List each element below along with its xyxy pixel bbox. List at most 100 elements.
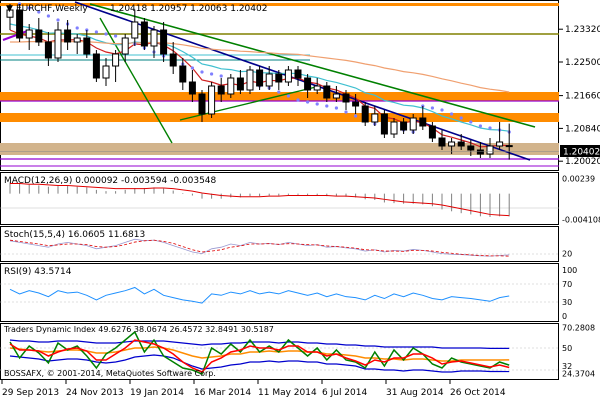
candle-body [486, 145, 494, 155]
psar-dot [430, 106, 434, 110]
price-label: 1.20840 [565, 124, 600, 134]
time-label: 11 May 2014 [258, 388, 317, 398]
chart-ohlc: 1.20418 1.20957 1.20063 1.20402 [110, 4, 267, 14]
candle-body [467, 145, 475, 151]
resistance-zone-lower [0, 113, 559, 122]
chart-symbol-icon: ▼ [6, 4, 13, 14]
candle-body [169, 53, 177, 67]
current-price-value: 1.20402 [563, 148, 600, 158]
indicator-level-label: 24.3704 [562, 370, 595, 379]
candle-body [505, 145, 513, 148]
candle-body [131, 21, 139, 39]
trendline-green-down [89, 3, 536, 128]
current-price-tag [560, 145, 600, 157]
candle-body [352, 101, 360, 107]
price-pane[interactable]: ▼ EURCHF,Weekly 1.20418 1.20957 1.20063 … [0, 0, 559, 171]
time-label: 16 Mar 2014 [194, 388, 251, 398]
psar-dot [104, 32, 108, 36]
time-label: 6 Jul 2014 [322, 388, 367, 398]
candle-body [188, 81, 196, 95]
candle-body [6, 9, 14, 18]
price-pane-frame [0, 0, 559, 171]
price-label: 1.21660 [565, 92, 600, 102]
indicator-level-label: 100 [562, 266, 577, 275]
candle-body [64, 29, 72, 43]
tdi-label: Traders Dynamic Index 49.6276 38.0674 26… [3, 325, 274, 334]
copyright-text: BOSSAFX, © 2001-2014, MetaQuotes Softwar… [4, 369, 216, 378]
indicator-level-label: 0.00239 [562, 175, 595, 184]
candlesticks [6, 4, 513, 160]
tdi-pane[interactable]: Traders Dynamic Index 49.6276 38.0674 26… [0, 323, 595, 380]
candle-body [476, 149, 484, 155]
rsi-pane[interactable]: RSI(9) 43.5714 100 70 30 0 [0, 263, 577, 322]
candle-body [227, 77, 235, 95]
candle-body [16, 9, 24, 39]
indicator-level-label: 70 [562, 280, 572, 289]
chart-symbol: EURCHF,Weekly [16, 4, 88, 14]
price-label: 1.23320 [565, 25, 600, 35]
psar-dot [114, 34, 118, 38]
candle-body [284, 69, 292, 83]
chart-header: ▼ EURCHF,Weekly 1.20418 1.20957 1.20063 … [6, 4, 267, 14]
time-label: 19 Jan 2014 [130, 388, 184, 398]
candle-body [179, 65, 187, 83]
candle-body [496, 141, 504, 147]
candle-body [102, 65, 110, 79]
psar-dot [56, 18, 60, 22]
candle-body [121, 37, 129, 55]
price-axis[interactable]: 1.23320 1.22500 1.21660 1.20840 1.20020 1.20… [559, 25, 600, 167]
stoch-pane-frame [0, 226, 559, 262]
psar-dot [459, 116, 463, 120]
candle-body [361, 105, 369, 123]
psar-dot [325, 104, 329, 108]
candle-body [208, 85, 216, 115]
time-label: 26 Oct 2014 [450, 388, 506, 398]
macd-pane[interactable]: MACD(12,26,9) 0.000092 -0.003594 -0.0035… [0, 172, 600, 225]
candle-body [313, 85, 321, 91]
indicator-level-label: 50 [562, 344, 572, 353]
candle-body [236, 77, 244, 91]
time-label: 29 Sep 2013 [2, 388, 59, 398]
time-axis[interactable]: 29 Sep 2013 24 Nov 2013 19 Jan 2014 16 Mar … [1, 380, 506, 398]
candle-body [217, 85, 225, 95]
candle-body [73, 37, 81, 43]
candle-body [409, 117, 417, 131]
psar-dot [75, 26, 79, 30]
psar-dot [354, 114, 358, 118]
candle-body [332, 93, 340, 99]
psar-dot [200, 70, 204, 74]
indicator-level-label: 30 [562, 298, 572, 307]
candle-body [265, 73, 273, 87]
tdi-lower-band [9, 354, 510, 373]
psar-dot [306, 100, 310, 104]
rsi-pane-frame [0, 263, 559, 322]
indicator-level-label: 20 [562, 250, 572, 259]
candle-body [92, 53, 100, 79]
candle-body [390, 121, 398, 135]
support-zone-tan [0, 143, 559, 155]
candle-body [400, 121, 408, 131]
psar-dot [315, 102, 319, 106]
candle-body [275, 73, 283, 83]
ema-line [10, 40, 510, 93]
psar-dot [296, 98, 300, 102]
candle-body [35, 29, 43, 43]
macd-pane-frame [0, 172, 559, 225]
candle-body [380, 113, 388, 135]
trendline-blue-down [74, 1, 531, 161]
candle-body [371, 113, 379, 123]
candle-body [419, 117, 427, 127]
stoch-pane[interactable]: Stoch(15,5,4) 16.0605 11.6813 20 [0, 226, 572, 262]
stoch-signal-line [9, 239, 510, 257]
tdi-signal-line [9, 339, 510, 373]
psar-dot [469, 120, 473, 124]
price-label: 1.20020 [565, 157, 600, 167]
candle-body [294, 69, 302, 79]
candle-body [83, 37, 91, 55]
candle-body [448, 141, 456, 147]
indicator-level-label: 0 [562, 312, 567, 321]
candle-body [44, 41, 52, 59]
psar-dot [344, 110, 348, 114]
psar-dot [286, 94, 290, 98]
